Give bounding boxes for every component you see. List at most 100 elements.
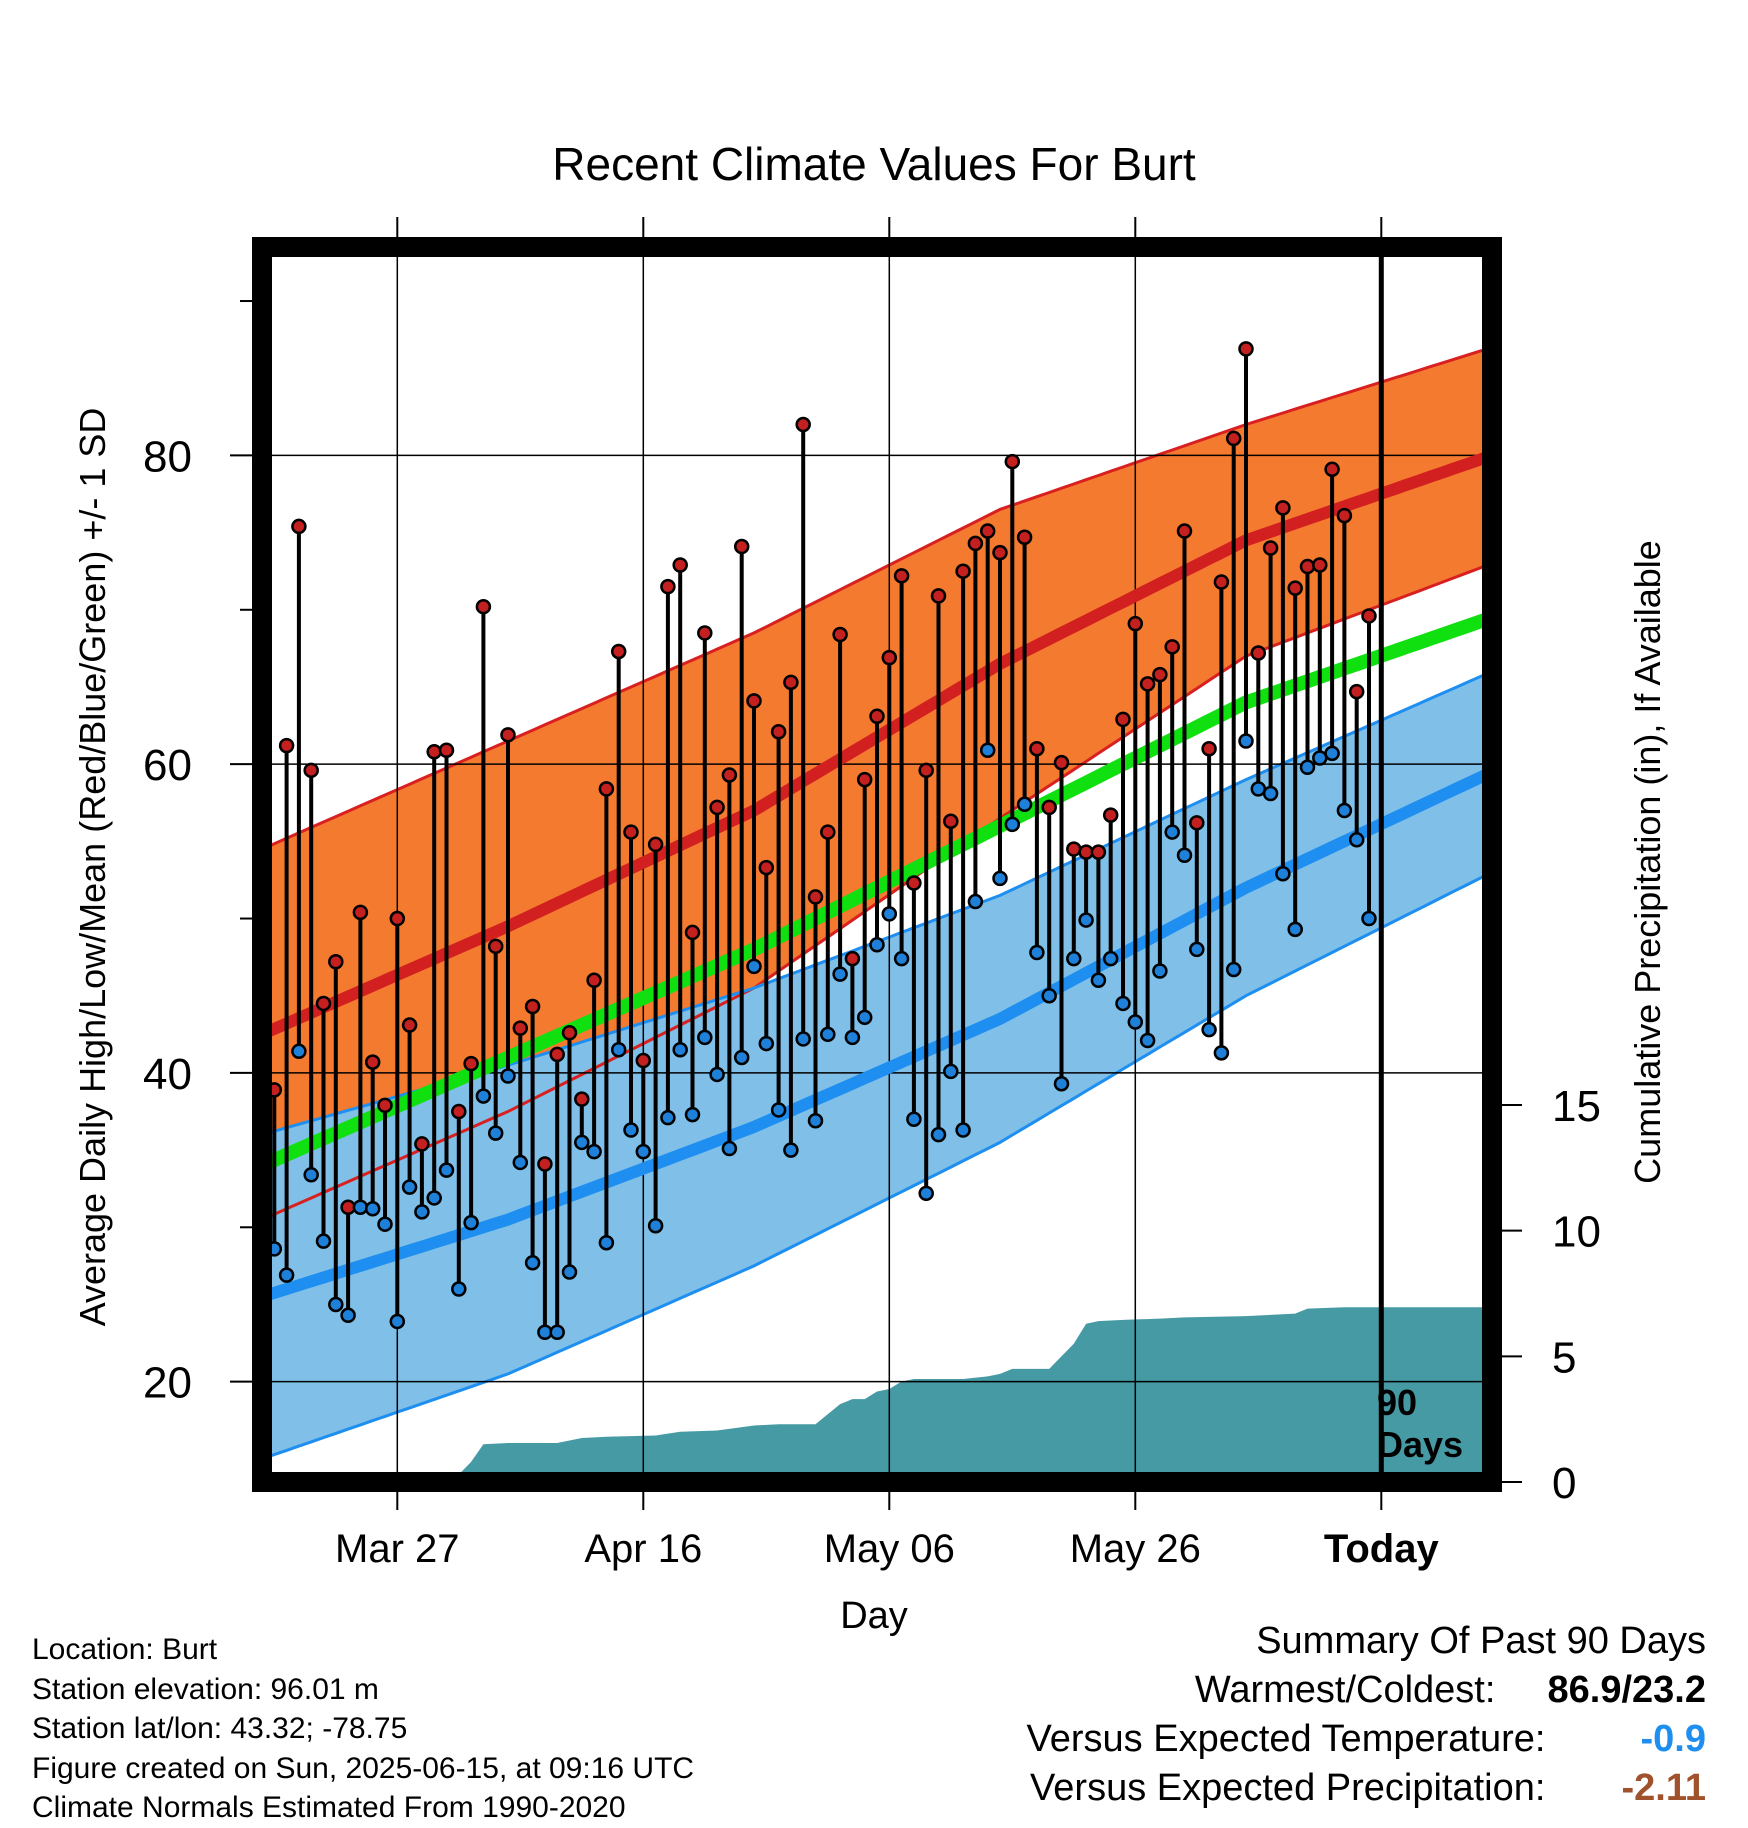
- left-axis-ticks: 20 40 60 80: [143, 300, 252, 1408]
- daily-high-point: [795, 416, 811, 433]
- daily-low-point: [1238, 733, 1254, 749]
- right-axis-ticks: 0 5 10 15: [1502, 1082, 1601, 1508]
- daily-low-point: [1348, 832, 1365, 848]
- daily-low-point: [451, 1281, 467, 1297]
- daily-high-point: [1176, 523, 1193, 539]
- daily-low-point: [315, 1233, 332, 1249]
- daily-high-point: [1016, 529, 1033, 545]
- precip-deviation-value: -2.11: [1621, 1767, 1706, 1809]
- daily-low-point: [820, 1026, 836, 1043]
- daily-low-point: [906, 1111, 922, 1127]
- daily-high-point: [1189, 815, 1205, 831]
- daily-high-point: [844, 950, 861, 967]
- daily-high-point: [967, 535, 984, 552]
- daily-low-point: [1213, 1045, 1230, 1061]
- daily-low-point: [918, 1185, 934, 1202]
- temp-deviation-value: -0.9: [1640, 1718, 1706, 1760]
- daily-low-point: [943, 1063, 959, 1080]
- plot-frame: [252, 237, 1502, 1492]
- daily-low-point: [1127, 1014, 1144, 1030]
- daily-low-point: [475, 1088, 492, 1104]
- daily-low-point: [1066, 950, 1082, 967]
- daily-low-point: [758, 1035, 775, 1052]
- daily-low-point: [1029, 944, 1045, 961]
- daily-low-point: [733, 1049, 750, 1066]
- daily-high-point: [623, 824, 639, 840]
- daily-high-point: [500, 727, 516, 743]
- daily-high-point: [352, 904, 369, 921]
- daily-low-point: [278, 1267, 295, 1283]
- daily-low-point: [832, 966, 848, 982]
- daily-high-point: [758, 859, 775, 876]
- daily-low-point: [783, 1142, 799, 1158]
- daily-low-point: [1090, 972, 1107, 989]
- left-tick-label: 20: [143, 1359, 192, 1408]
- daily-low-point: [377, 1216, 393, 1232]
- daily-high-point: [537, 1156, 553, 1172]
- daily-high-point: [906, 875, 922, 891]
- temp-deviation-label: Versus Expected Temperature:: [1026, 1718, 1546, 1760]
- daily-high-point: [1029, 740, 1045, 757]
- daily-low-point: [524, 1255, 541, 1271]
- daily-observations: [266, 341, 1377, 1341]
- y-axis-label-left: Average Daily High/Low/Mean (Red/Blue/Gr…: [72, 408, 113, 1327]
- daily-high-point: [807, 889, 824, 905]
- precip-deviation-label: Versus Expected Precipitation:: [1030, 1767, 1546, 1809]
- daily-high-point: [1201, 740, 1217, 757]
- daily-low-point: [364, 1201, 381, 1217]
- daily-high-point: [414, 1136, 430, 1152]
- daily-high-point: [1250, 645, 1267, 661]
- daily-low-point: [721, 1140, 738, 1157]
- daily-high-point: [574, 1091, 590, 1107]
- daily-low-point: [992, 870, 1008, 887]
- daily-low-point: [512, 1154, 529, 1171]
- x-tick-label: May 26: [1070, 1527, 1201, 1571]
- chart-title: Recent Climate Values For Burt: [552, 138, 1196, 190]
- daily-high-point: [377, 1097, 393, 1114]
- daily-high-point: [438, 742, 455, 759]
- daily-low-point: [1176, 847, 1193, 863]
- daily-low-point: [1262, 785, 1279, 802]
- daily-high-point: [487, 938, 504, 955]
- daily-high-point: [1361, 608, 1377, 624]
- daily-high-point: [979, 523, 996, 539]
- daily-low-point: [647, 1217, 664, 1234]
- x-axis-ticks: Mar 27 Apr 16 May 06 May 26 Today: [335, 217, 1439, 1571]
- warm-cold-label: Warmest/Coldest:: [1194, 1669, 1496, 1711]
- daily-high-point: [918, 762, 934, 779]
- daily-low-point: [635, 1143, 652, 1160]
- daily-low-point: [1361, 910, 1377, 927]
- daily-high-point: [672, 557, 688, 573]
- daily-high-point: [1287, 580, 1303, 596]
- daily-low-point: [893, 950, 910, 967]
- daily-high-point: [451, 1103, 467, 1120]
- daily-high-point: [1238, 341, 1254, 357]
- daily-low-point: [881, 906, 898, 922]
- daily-high-point: [635, 1052, 652, 1069]
- daily-low-point: [463, 1214, 479, 1231]
- daily-high-point: [832, 626, 848, 643]
- daily-low-point: [1016, 796, 1033, 813]
- daily-low-point: [807, 1113, 824, 1129]
- latlon-text: Station lat/lon: 43.32; -78.75: [32, 1712, 408, 1745]
- daily-high-point: [1164, 639, 1180, 655]
- daily-low-point: [709, 1066, 725, 1083]
- daily-high-point: [475, 598, 492, 615]
- daily-high-point: [1262, 540, 1279, 556]
- daily-low-point: [1053, 1075, 1070, 1092]
- daily-low-point: [598, 1234, 615, 1251]
- temp-deviation-row: Versus Expected Temperature: -0.9: [1027, 1715, 1706, 1764]
- y-axis-label-right: Cumulative Precipitation (in), If Availa…: [1627, 540, 1668, 1184]
- daily-low-point: [401, 1179, 418, 1195]
- daily-high-point: [278, 737, 295, 754]
- daily-low-point: [660, 1109, 676, 1126]
- daily-high-point: [881, 649, 898, 666]
- daily-low-point: [561, 1264, 578, 1280]
- x-axis-label: Day: [840, 1595, 908, 1637]
- daily-high-point: [1348, 683, 1365, 700]
- daily-high-point: [1213, 574, 1230, 590]
- daily-high-point: [1225, 430, 1242, 447]
- daily-low-point: [1275, 866, 1291, 882]
- daily-low-point: [1139, 1032, 1156, 1049]
